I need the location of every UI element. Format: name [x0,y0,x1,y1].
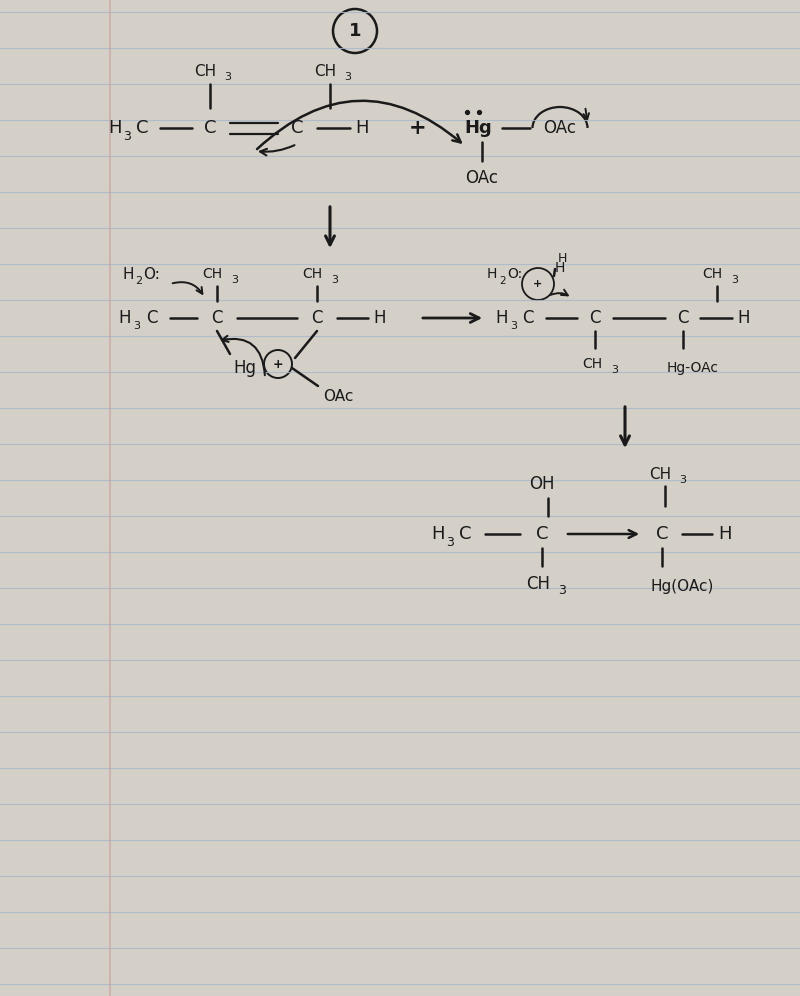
Text: C: C [678,309,689,327]
Text: 3: 3 [123,129,131,142]
Text: CH: CH [314,64,336,79]
Text: H: H [558,252,566,265]
Text: 3: 3 [134,321,141,331]
Text: C: C [211,309,222,327]
Text: C: C [458,525,471,543]
Text: C: C [204,119,216,137]
Text: C: C [136,119,148,137]
Text: C: C [536,525,548,543]
Text: +: + [409,118,427,138]
Text: 3: 3 [679,475,686,485]
Text: OAc: OAc [543,119,577,137]
Text: 2: 2 [135,276,142,286]
Text: 3: 3 [611,365,618,375]
Text: 3: 3 [225,72,231,82]
Text: CH: CH [526,575,550,593]
Text: 3: 3 [558,584,566,597]
Text: CH: CH [582,357,602,371]
Text: H: H [496,309,508,327]
Text: C: C [590,309,601,327]
Text: H: H [555,261,565,275]
Text: OAc: OAc [466,169,498,187]
Text: H: H [108,119,122,137]
Text: H: H [355,119,369,137]
Text: Hg: Hg [464,119,492,137]
Text: CH: CH [302,267,322,281]
Text: C: C [290,119,303,137]
Text: C: C [522,309,534,327]
Text: +: + [534,279,542,289]
Text: 3: 3 [731,275,738,285]
Text: 3: 3 [345,72,351,82]
Text: H: H [738,309,750,327]
Text: Hg: Hg [234,359,257,377]
Text: 3: 3 [510,321,518,331]
Text: 1: 1 [349,22,362,40]
Text: O:: O: [507,267,522,281]
Text: OH: OH [530,475,554,493]
Text: H: H [122,267,134,282]
Text: CH: CH [702,267,722,281]
Text: 2: 2 [500,276,506,286]
Text: H: H [487,267,497,281]
Text: H: H [718,525,732,543]
Text: C: C [656,525,668,543]
Text: C: C [146,309,158,327]
Text: CH: CH [649,466,671,481]
Text: +: + [273,358,283,371]
Text: CH: CH [202,267,222,281]
Text: H: H [118,309,131,327]
Text: 3: 3 [446,536,454,549]
Text: H: H [374,309,386,327]
Text: Hg-OAc: Hg-OAc [667,361,719,375]
Text: 3: 3 [331,275,338,285]
Text: O:: O: [143,267,161,282]
Text: Hg(OAc): Hg(OAc) [650,579,714,594]
Text: C: C [311,309,322,327]
Text: OAc: OAc [323,388,353,403]
Text: CH: CH [194,64,216,79]
Text: H: H [431,525,445,543]
Text: 3: 3 [231,275,238,285]
